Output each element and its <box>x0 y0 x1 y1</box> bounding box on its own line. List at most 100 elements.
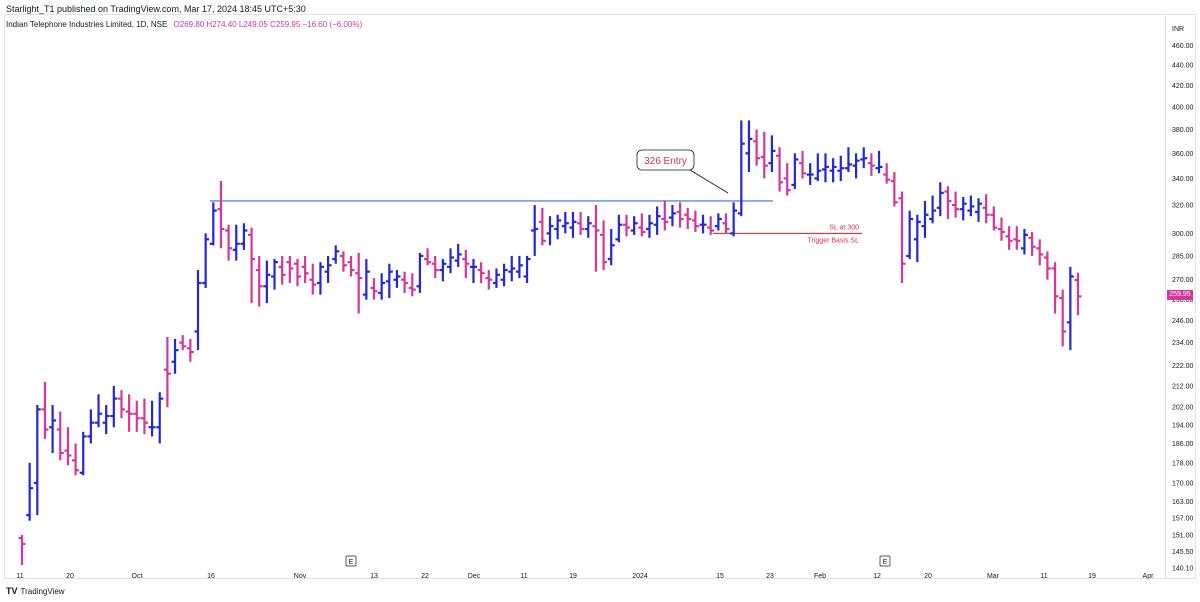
ohlc-bar <box>1043 251 1051 280</box>
ohlc-bar <box>867 153 875 176</box>
price-axis[interactable] <box>1166 14 1196 579</box>
footer-brand[interactable]: TV TradingView <box>6 586 65 596</box>
x-tick-label: 2024 <box>632 573 648 580</box>
y-tick-label: 380.00 <box>1172 127 1194 134</box>
ohlc-bar <box>378 273 386 300</box>
ohlc-bar <box>990 206 998 231</box>
ohlc-bar <box>615 214 623 243</box>
ohlc-bar <box>1074 272 1082 316</box>
ohlc-bar <box>630 216 638 235</box>
sl-trigger-label: Trigger Basis SL <box>808 237 860 244</box>
currency-label: INR <box>1172 26 1185 33</box>
earnings-marker-label: E <box>349 559 354 566</box>
ohlc-bar <box>148 400 156 437</box>
ohlc-bar <box>577 211 585 235</box>
y-tick-label: 400.00 <box>1172 105 1194 112</box>
ohlc-bar <box>255 255 263 307</box>
ohlc-bar <box>906 210 914 260</box>
ohlc-bar <box>133 400 141 432</box>
ohlc-bar <box>1020 229 1028 255</box>
ohlc-bar <box>439 259 447 282</box>
x-tick-label: 19 <box>569 573 577 580</box>
ohlc-bar <box>623 214 631 237</box>
y-tick-label: 460.00 <box>1172 43 1194 50</box>
ohlc-bar <box>607 229 615 266</box>
x-tick-label: 11 <box>1040 573 1047 580</box>
ohlc-bar <box>469 259 477 283</box>
ohlc-bar <box>95 394 103 428</box>
sl-label: SL at 300 <box>829 224 859 231</box>
ohlc-bar <box>569 211 577 238</box>
y-tick-label: 194.00 <box>1172 422 1194 429</box>
ohlc-bar <box>26 462 34 521</box>
ohlc-bar <box>508 255 516 282</box>
x-tick-label: Mar <box>987 573 1000 580</box>
ohlc-bar <box>362 259 370 300</box>
ohlc-bar <box>232 224 240 261</box>
ohlc-bar <box>209 202 217 246</box>
ohlc-bar <box>431 255 439 279</box>
ohlc-bar <box>485 270 493 290</box>
x-tick-label: Feb <box>814 573 826 580</box>
entry-callout-pointer <box>689 169 729 194</box>
ohlc-bar <box>1066 266 1074 351</box>
y-tick-label: 212.00 <box>1172 383 1194 390</box>
ohlc-bar <box>393 270 401 288</box>
ohlc-bar <box>791 153 799 189</box>
y-tick-label: 420.00 <box>1172 83 1194 90</box>
ohlc-bar <box>87 409 95 444</box>
y-tick-label: 186.00 <box>1172 441 1194 448</box>
ohlc-bar <box>324 255 332 283</box>
x-tick-label: Oct <box>132 573 143 580</box>
ohlc-bar <box>1005 226 1013 250</box>
earnings-marker-box <box>345 555 357 567</box>
ohlc-bar <box>125 394 133 432</box>
ohlc-bar <box>1059 289 1067 347</box>
ohlc-bar <box>523 255 531 283</box>
ohlc-values: O269.80 H274.40 L249.05 C259.95 −16.60 (… <box>173 20 363 29</box>
ohlc-bar <box>753 129 761 166</box>
publisher-line: Starlight_T1 published on TradingView.co… <box>6 4 306 14</box>
ohlc-bar <box>316 262 324 295</box>
ohlc-bar <box>936 182 944 217</box>
ohlc-bar <box>1051 262 1059 314</box>
last-price-tag: 259.95 <box>1167 290 1193 300</box>
ohlc-bar <box>967 195 975 217</box>
ohlc-bar <box>852 153 860 179</box>
x-tick-label: 13 <box>370 573 378 580</box>
x-tick-label: 12 <box>873 573 881 580</box>
ohlc-bar <box>102 405 110 435</box>
x-tick-label: 11 <box>520 573 527 580</box>
ohlc-bar <box>347 255 355 277</box>
ohlc-bar <box>186 338 194 362</box>
y-tick-label: 234.00 <box>1172 340 1194 347</box>
ohlc-bar <box>79 431 87 476</box>
ohlc-bar <box>554 214 562 240</box>
ohlc-bar <box>293 259 301 287</box>
ohlc-bar <box>1028 231 1036 256</box>
ohlc-bar <box>447 248 455 274</box>
ohlc-bar <box>171 338 179 374</box>
x-tick-label: 15 <box>716 573 724 580</box>
ohlc-bar <box>730 202 738 237</box>
y-tick-label: 270.00 <box>1172 277 1194 284</box>
ohlc-bar <box>737 120 745 217</box>
y-tick-label: 258.00 <box>1172 297 1194 304</box>
ohlc-bar <box>676 202 684 228</box>
ohlc-bar <box>117 390 125 419</box>
ohlc-bar <box>248 227 256 304</box>
x-tick-label: 16 <box>207 573 215 580</box>
ohlc-bar <box>64 427 72 466</box>
ohlc-bar <box>638 213 646 237</box>
y-tick-label: 320.00 <box>1172 203 1194 210</box>
ohlc-bar <box>33 405 41 516</box>
ohlc-bar <box>515 255 523 279</box>
ohlc-bar <box>263 260 271 304</box>
x-tick-label: 19 <box>1088 573 1096 580</box>
y-tick-label: 163.00 <box>1172 499 1194 506</box>
ohlc-bar <box>492 268 500 288</box>
ohlc-bar <box>684 207 692 230</box>
ohlc-bar <box>929 195 937 224</box>
y-tick-label: 340.00 <box>1172 176 1194 183</box>
